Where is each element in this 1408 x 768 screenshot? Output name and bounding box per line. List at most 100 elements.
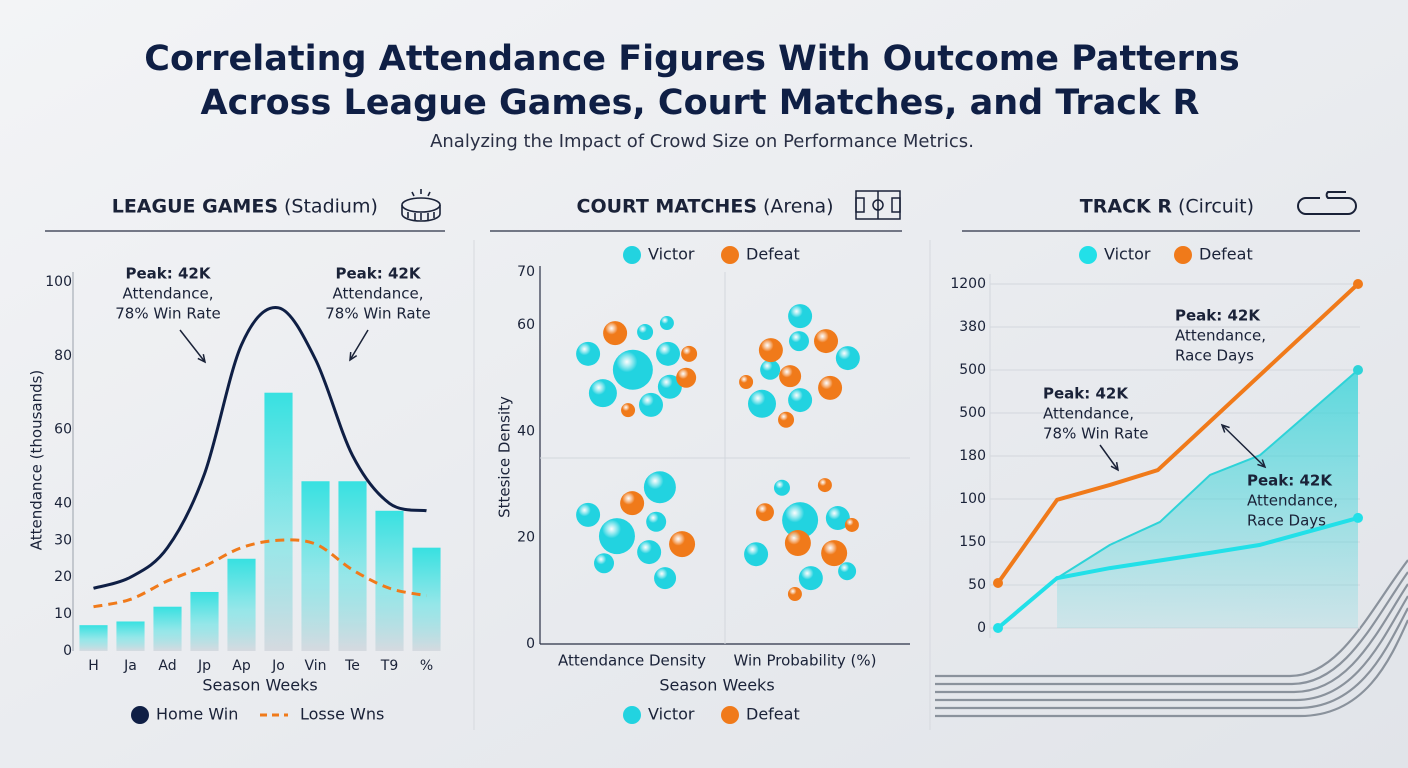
page-subtitle: Analyzing the Impact of Crowd Size on Pe… (430, 131, 974, 152)
line (93, 538, 427, 609)
x-category-label: Win Probability (%) (734, 652, 877, 670)
annotation: Peak: 42K (1043, 385, 1129, 403)
bubble (637, 324, 654, 341)
bubble (821, 540, 848, 567)
arrow (1099, 444, 1119, 471)
bubble (598, 518, 635, 555)
bubble (739, 375, 754, 390)
x-tick-label: Te (344, 658, 360, 674)
stadium-icon (401, 189, 441, 222)
bar (264, 392, 293, 651)
y-tick-label: 380 (959, 319, 986, 335)
annotation: Attendance, (333, 285, 424, 303)
x-tick-label: Ad (158, 658, 176, 674)
legend-swatch (1079, 246, 1097, 264)
bubble (818, 375, 843, 400)
bubble (817, 478, 832, 493)
line (1056, 369, 1359, 579)
legend-label: Victor (648, 705, 695, 724)
panel-title: LEAGUE GAMES (112, 196, 278, 218)
annotation: 78% Win Rate (115, 305, 220, 323)
bubble (621, 403, 636, 418)
panel-title-note: (Stadium) (284, 196, 378, 218)
circuit-icon (1297, 191, 1357, 215)
bubble (788, 304, 813, 329)
legend-label: Victor (648, 245, 695, 264)
y-tick-label: 30 (54, 532, 72, 548)
bubble (654, 567, 677, 590)
y-tick-label: 0 (63, 643, 72, 659)
arrow (179, 329, 206, 363)
y-tick-label: 500 (959, 362, 986, 378)
annotation: Peak: 42K (1175, 307, 1261, 325)
page-title: Correlating Attendance Figures With Outc… (144, 39, 1239, 79)
bubble (760, 359, 781, 380)
bubble (637, 540, 662, 565)
y-tick-label: 500 (959, 405, 986, 421)
bar (227, 558, 256, 651)
y-tick-label: 180 (959, 448, 986, 464)
legend-swatch (623, 706, 641, 724)
annotation: 78% Win Rate (325, 305, 430, 323)
y-tick-label: 1200 (950, 276, 986, 292)
bubble (755, 503, 774, 522)
bubble (773, 479, 790, 496)
bubble (681, 345, 698, 362)
legend-label: Defeat (1199, 245, 1253, 264)
bubble (798, 566, 823, 591)
y-tick-label: 50 (968, 577, 986, 593)
bubble (784, 530, 811, 557)
annotation: 78% Win Rate (1043, 425, 1148, 443)
x-tick-label: T9 (380, 658, 398, 674)
y-tick-label: 0 (977, 620, 986, 636)
bubble (594, 553, 615, 574)
bubble (639, 392, 663, 417)
x-tick-label: Vin (304, 658, 326, 674)
annotation: Race Days (1247, 512, 1326, 530)
annotation: Peak: 42K (336, 265, 422, 283)
bubble (643, 471, 676, 504)
bubble (758, 338, 783, 363)
y-tick-label: 40 (54, 495, 72, 511)
panel-title: COURT MATCHES (577, 196, 757, 218)
annotation: Attendance, (1043, 405, 1134, 423)
line (996, 515, 1359, 630)
court-icon (855, 190, 901, 220)
panel-title-note: (Arena) (763, 196, 834, 218)
arrow (349, 329, 369, 361)
arrow (1221, 424, 1266, 468)
bubble (778, 411, 795, 428)
bar (301, 481, 330, 651)
arrow-head (197, 354, 207, 364)
bubble (825, 506, 850, 531)
legend-label: Home Win (156, 705, 238, 724)
bubble (603, 321, 628, 346)
bar (338, 481, 367, 651)
x-tick-label: H (88, 658, 99, 674)
bar (412, 547, 441, 651)
bubble (646, 511, 667, 532)
bar (79, 625, 108, 651)
legend-swatch (623, 246, 641, 264)
bubble (620, 491, 645, 516)
y-tick-label: 10 (54, 606, 72, 622)
bubble (782, 502, 819, 539)
bar (153, 606, 182, 651)
bar (190, 591, 219, 651)
x-category-label: Attendance Density (558, 652, 706, 670)
y-tick-label: 20 (54, 569, 72, 585)
legend-swatch (131, 706, 149, 724)
bubble (659, 316, 674, 331)
y-tick-label: 60 (517, 317, 535, 333)
line (996, 282, 1360, 585)
y-axis-label: Attendance (thousands) (28, 370, 46, 551)
bubble (748, 389, 776, 418)
arrow-head (349, 351, 358, 362)
y-tick-label: 60 (54, 422, 72, 438)
x-axis-label: Season Weeks (202, 676, 317, 695)
bubble (779, 365, 802, 388)
bubble (814, 329, 839, 354)
bubble (789, 331, 809, 352)
